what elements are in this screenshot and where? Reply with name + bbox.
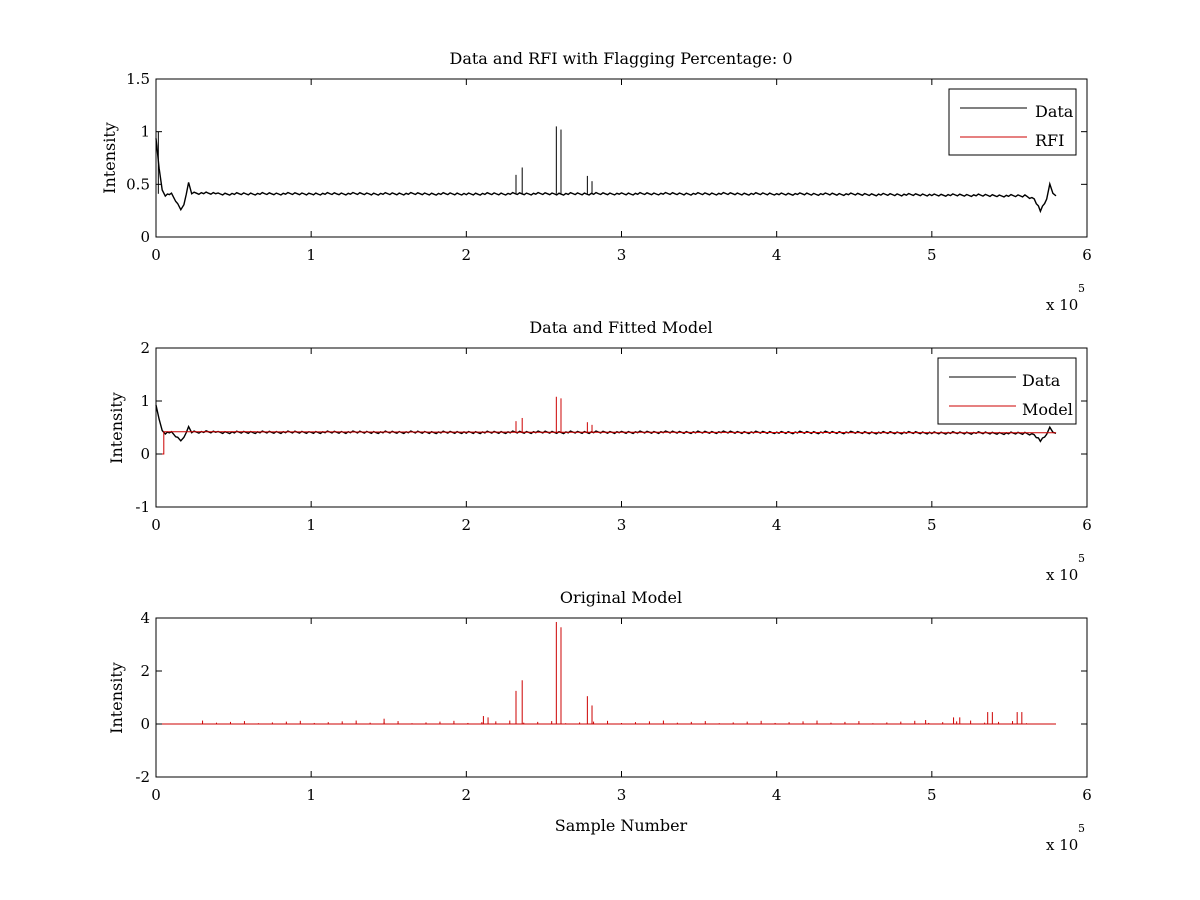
subplot-1-xtick-label: 5 <box>927 246 937 264</box>
subplot-3-xtick-label: 3 <box>617 786 627 804</box>
subplot-3-plot-area <box>156 621 1056 725</box>
subplot-2-legend-box <box>937 357 1077 425</box>
subplot-1-xtick-label: 1 <box>306 246 316 264</box>
subplot-3-xtick-label: 5 <box>927 786 937 804</box>
subplot-3-ytick-label: -2 <box>135 768 150 786</box>
legend-label-data-2: Data <box>1022 371 1061 390</box>
subplot-2-xtick-label: 5 <box>927 516 937 534</box>
subplot-1-title: Data and RFI with Flagging Percentage: 0 <box>449 49 792 68</box>
subplot-3-xtick-label: 6 <box>1082 786 1092 804</box>
subplot-2-legend: Data Model <box>937 357 1077 425</box>
subplot-2-x-exponent: x 10 <box>1046 566 1078 584</box>
subplot-1-ytick-label: 0 <box>140 228 150 246</box>
subplot-2-title: Data and Fitted Model <box>529 318 712 337</box>
legend-label-model: Model <box>1022 400 1073 419</box>
subplot-2-xtick-label: 6 <box>1082 516 1092 534</box>
subplot-1-x-exponent: x 10 <box>1046 296 1078 314</box>
subplot-2-xtick-label: 3 <box>617 516 627 534</box>
subplot-1-xtick-label: 2 <box>462 246 472 264</box>
subplot-1-legend: Data RFI <box>948 88 1077 156</box>
subplot-2-xtick-label: 4 <box>772 516 782 534</box>
subplot-1-plot-area <box>155 126 1057 214</box>
subplot-2-series-model-line <box>156 431 1056 455</box>
subplot-1-xtick-label: 4 <box>772 246 782 264</box>
legend-label-data: Data <box>1035 102 1074 121</box>
subplot-3-axes-frame <box>155 617 1088 778</box>
subplot-3-x-exponent: x 10 <box>1046 836 1078 854</box>
subplot-1-xtick-label: 0 <box>151 246 161 264</box>
subplot-2-xtick-label: 1 <box>306 516 316 534</box>
subplot-1-ticks: 0 1 2 3 4 5 6 0 0.5 1 1.5 <box>126 70 1092 264</box>
subplot-3-xtick-label: 1 <box>306 786 316 804</box>
legend-label-rfi: RFI <box>1035 131 1064 150</box>
subplot-2-xtick-label: 2 <box>462 516 472 534</box>
subplot-3-xtick-label: 0 <box>151 786 161 804</box>
subplot-1-ytick-label: 0.5 <box>126 175 150 193</box>
subplot-1-xtick-label: 3 <box>617 246 627 264</box>
subplot-2-ytick-label: -1 <box>135 498 150 516</box>
subplot-1: Data and RFI with Flagging Percentage: 0… <box>100 49 1092 314</box>
subplot-3-xlabel: Sample Number <box>555 816 688 835</box>
subplot-2-ytick-label: 1 <box>140 392 150 410</box>
subplot-1-x-exponent-power: 5 <box>1078 282 1085 295</box>
subplot-1-ytick-label: 1.5 <box>126 70 150 88</box>
subplot-3-x-exponent-power: 5 <box>1078 822 1085 835</box>
subplot-2-ytick-label: 2 <box>140 339 150 357</box>
subplot-2-ytick-label: 0 <box>140 445 150 463</box>
subplot-3-ytick-label: 0 <box>140 715 150 733</box>
subplot-3-ytick-label: 4 <box>140 609 150 627</box>
subplot-2-ylabel: Intensity <box>107 392 126 464</box>
subplot-3-title: Original Model <box>560 588 682 607</box>
subplot-2-plot-area <box>155 396 1057 455</box>
subplot-1-ylabel: Intensity <box>100 122 119 194</box>
subplot-2-xtick-label: 0 <box>151 516 161 534</box>
subplot-1-legend-box <box>948 88 1077 156</box>
subplot-2-x-exponent-power: 5 <box>1078 552 1085 565</box>
subplot-1-ytick-label: 1 <box>140 123 150 141</box>
subplot-1-series-data-line <box>155 138 1057 214</box>
subplot-1-axes-frame <box>155 78 1088 238</box>
subplot-1-xtick-label: 6 <box>1082 246 1092 264</box>
subplot-3-ylabel: Intensity <box>107 662 126 734</box>
subplot-3-xtick-label: 2 <box>462 786 472 804</box>
subplot-3-xtick-label: 4 <box>772 786 782 804</box>
subplot-3-ytick-label: 2 <box>140 662 150 680</box>
